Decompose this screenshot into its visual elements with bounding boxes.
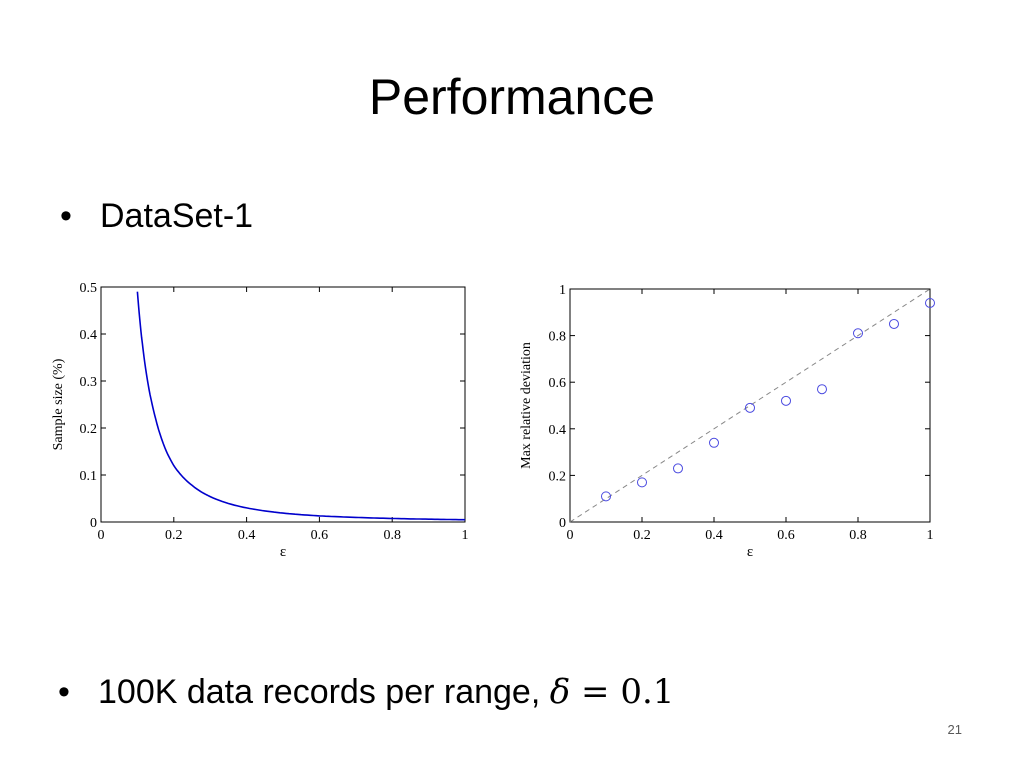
chart2-x-tick-label: 0.8	[849, 528, 867, 543]
chart2-data-point	[781, 395, 791, 406]
chart2-data-point	[889, 318, 899, 329]
chart1-x-axis-label: ε	[280, 544, 286, 560]
chart1-y-tick-label: 0.5	[80, 281, 98, 296]
chart1-x-tick-label: 0.4	[238, 528, 256, 543]
chart2-data-point	[817, 384, 827, 395]
chart1-y-tick-label: 0.4	[80, 328, 98, 343]
chart1-plot-frame	[100, 286, 466, 523]
chart2-y-tick-label: 0.8	[549, 330, 567, 345]
chart2-y-tick-label: 0.4	[549, 423, 567, 438]
chart1-y-axis-label: Sample size (%)	[51, 358, 66, 450]
chart2-x-tick-label: 0.6	[777, 528, 795, 543]
delta-value: 0.1	[620, 672, 675, 712]
chart2-x-tick-label: 1	[927, 528, 934, 543]
chart1-x-tick-label: 0.6	[311, 528, 329, 543]
chart1-x-tick-label: 0.8	[383, 528, 401, 543]
chart1-series-line	[136, 291, 465, 521]
chart2-y-tick-label: 0	[559, 516, 566, 531]
chart2-data-point	[673, 463, 683, 474]
chart1-x-tick-label: 1	[462, 528, 469, 543]
chart1-y-tick-label: 0.2	[80, 422, 98, 437]
bullet-dataset: • DataSet-1	[60, 196, 253, 236]
chart2-y-tick-label: 1	[559, 283, 566, 298]
chart2-x-tick-label: 0	[567, 528, 574, 543]
chart2-reference-line	[569, 288, 931, 523]
chart1-y-tick-label: 0.3	[80, 375, 98, 390]
bullet-dot: •	[60, 197, 72, 235]
chart2-plot-frame	[569, 288, 931, 523]
equals-sign: =	[581, 672, 610, 712]
slide-title: Performance	[368, 69, 656, 125]
chart2-y-tick-label: 0.2	[549, 469, 567, 484]
bullet-text: DataSet-1	[100, 197, 254, 235]
chart2-data-point	[745, 402, 755, 413]
bullet-dot: •	[58, 673, 70, 711]
chart2-x-axis-label: ε	[747, 544, 753, 560]
chart2-data-point	[637, 477, 647, 488]
chart2-data-point	[853, 328, 863, 339]
chart1-y-tick-label: 0	[90, 516, 97, 531]
chart2-y-axis-label: Max relative deviation	[519, 342, 534, 469]
chart2-data-point	[709, 437, 719, 448]
chart1-x-tick-label: 0.2	[165, 528, 183, 543]
chart2-x-tick-label: 0.4	[705, 528, 723, 543]
delta-symbol: δ	[549, 672, 571, 712]
slide-number: 21	[947, 722, 962, 737]
chart1-x-tick-label: 0	[98, 528, 105, 543]
bullet-text: 100K data records per range,	[98, 673, 550, 711]
chart2-y-tick-label: 0.6	[549, 376, 567, 391]
bullet-records: • 100K data records per range, δ = 0.1	[58, 672, 674, 712]
chart2-data-point	[925, 297, 935, 308]
chart2-data-point	[601, 491, 611, 502]
chart1-y-tick-label: 0.1	[80, 469, 98, 484]
chart2-x-tick-label: 0.2	[633, 528, 651, 543]
